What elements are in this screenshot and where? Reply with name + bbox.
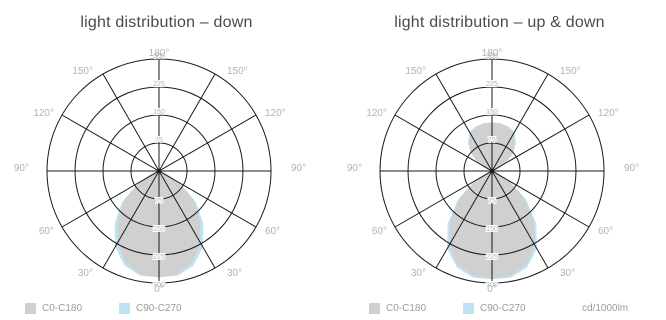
radial-tick-label: 300	[153, 53, 165, 60]
radial-tick-label: 150	[153, 109, 165, 116]
grid-spoke	[435, 73, 549, 269]
chart-title-up-down: light distribution – up & down	[394, 14, 605, 31]
legend-label-c90-c270: C90-C270	[480, 303, 526, 314]
legend-label-c0-c180: C0-C180	[386, 303, 427, 314]
angle-label: 60°	[598, 226, 613, 237]
radial-tick-label: 75	[488, 137, 496, 144]
angle-label: 120°	[265, 108, 286, 119]
legend-label-c90-c270: C90-C270	[136, 303, 182, 314]
radial-tick-label: 300	[153, 282, 165, 289]
angle-label: 90°	[347, 163, 362, 174]
grid-spoke	[102, 73, 216, 269]
radial-tick-label: 75	[155, 198, 163, 205]
angle-label: 60°	[372, 226, 387, 237]
angle-label: 180°	[149, 48, 170, 59]
angle-label: 120°	[33, 108, 54, 119]
angle-label: 30°	[78, 268, 93, 279]
angle-label: 30°	[560, 268, 575, 279]
legend-item-c0-c180: C0-C180	[369, 303, 426, 314]
angle-label: 90°	[14, 163, 29, 174]
legend-swatch-c0-c180	[25, 303, 36, 314]
radial-tick-label: 150	[153, 226, 165, 233]
radial-tick-label: 225	[486, 81, 498, 88]
chart-title-down: light distribution – down	[80, 14, 253, 31]
panel-down: light distribution – down 75 75 150 150 225 2…	[14, 14, 306, 314]
angle-label: 0°	[487, 284, 497, 295]
angle-label: 0°	[154, 284, 164, 295]
radial-tick-label: 225	[486, 254, 498, 261]
legend-label-c0-c180: C0-C180	[42, 303, 83, 314]
legend-item-c90-c270: C90-C270	[463, 303, 526, 314]
angle-label: 90°	[291, 163, 306, 174]
angle-label: 150°	[227, 66, 248, 77]
angle-label: 120°	[366, 108, 387, 119]
legend-swatch-c90-c270	[463, 303, 474, 314]
radial-tick-label: 225	[153, 254, 165, 261]
legend-item-c0-c180: C0-C180	[25, 303, 82, 314]
angle-label: 180°	[482, 48, 503, 59]
angle-label: 60°	[39, 226, 54, 237]
angle-label: 30°	[411, 268, 426, 279]
units-label: cd/1000lm	[582, 303, 629, 314]
radial-tick-label: 75	[155, 137, 163, 144]
legend-swatch-c90-c270	[119, 303, 130, 314]
radial-tick-label: 150	[486, 226, 498, 233]
radial-tick-label: 75	[488, 198, 496, 205]
angle-label: 90°	[624, 163, 639, 174]
angle-label: 150°	[72, 66, 93, 77]
angle-label: 150°	[560, 66, 581, 77]
panel-up-down: light distribution – up & down 75 75 150 15…	[333, 0, 666, 320]
angle-label: 150°	[405, 66, 426, 77]
radial-tick-label: 300	[486, 53, 498, 60]
radial-tick-label: 300	[486, 282, 498, 289]
angle-label: 60°	[265, 226, 280, 237]
radial-tick-label: 225	[153, 81, 165, 88]
radial-tick-label: 150	[486, 109, 498, 116]
legend-item-c90-c270: C90-C270	[119, 303, 182, 314]
legend-swatch-c0-c180	[369, 303, 380, 314]
angle-label: 120°	[598, 108, 619, 119]
angle-label: 30°	[227, 268, 242, 279]
